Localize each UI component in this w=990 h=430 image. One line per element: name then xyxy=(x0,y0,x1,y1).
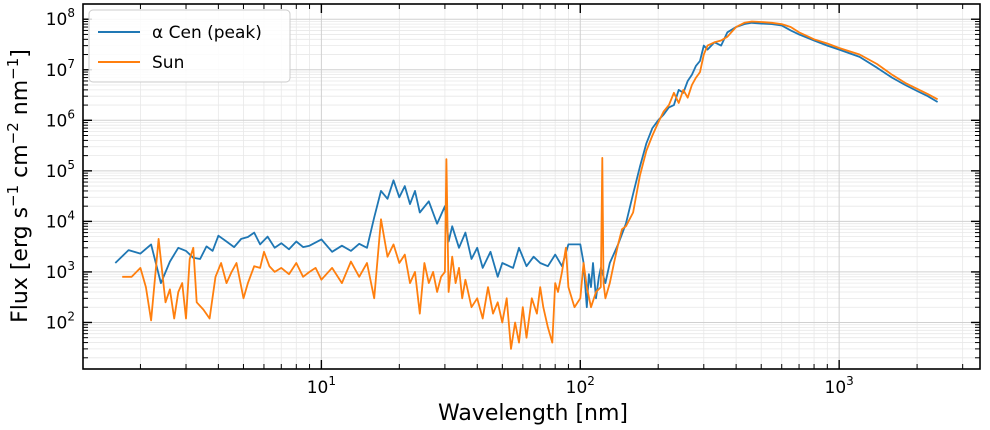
y-tick-label: 104 xyxy=(46,208,75,232)
series-line-alpha-cen xyxy=(114,21,939,309)
x-tick-label: 103 xyxy=(825,374,854,398)
grid-major xyxy=(83,4,980,369)
y-tick-label: 102 xyxy=(46,309,75,333)
y-tick-label: 105 xyxy=(46,158,75,182)
y-axis-label: Flux [erg s−1 cm−2 nm−1] xyxy=(4,49,33,323)
legend: α Cen (peak) Sun xyxy=(88,9,291,83)
grid-minor xyxy=(83,3,980,369)
series-line-sun xyxy=(122,20,939,350)
legend-box xyxy=(88,9,291,83)
legend-label-alpha-cen: α Cen (peak) xyxy=(152,23,262,43)
x-tick-labels: 101 102 103 xyxy=(307,374,854,398)
x-axis-label: Wavelength [nm] xyxy=(438,401,628,426)
legend-label-sun: Sun xyxy=(152,53,184,73)
series-group xyxy=(114,20,939,350)
x-tick-label: 102 xyxy=(566,374,595,398)
y-tick-label: 108 xyxy=(46,6,75,30)
y-tick-label: 106 xyxy=(46,107,75,131)
x-tick-label: 101 xyxy=(307,374,336,398)
y-tick-labels: 102 103 104 105 106 107 108 xyxy=(46,6,75,333)
y-tick-label: 103 xyxy=(46,259,75,283)
plot-frame xyxy=(82,3,981,370)
y-tick-label: 107 xyxy=(46,57,75,81)
